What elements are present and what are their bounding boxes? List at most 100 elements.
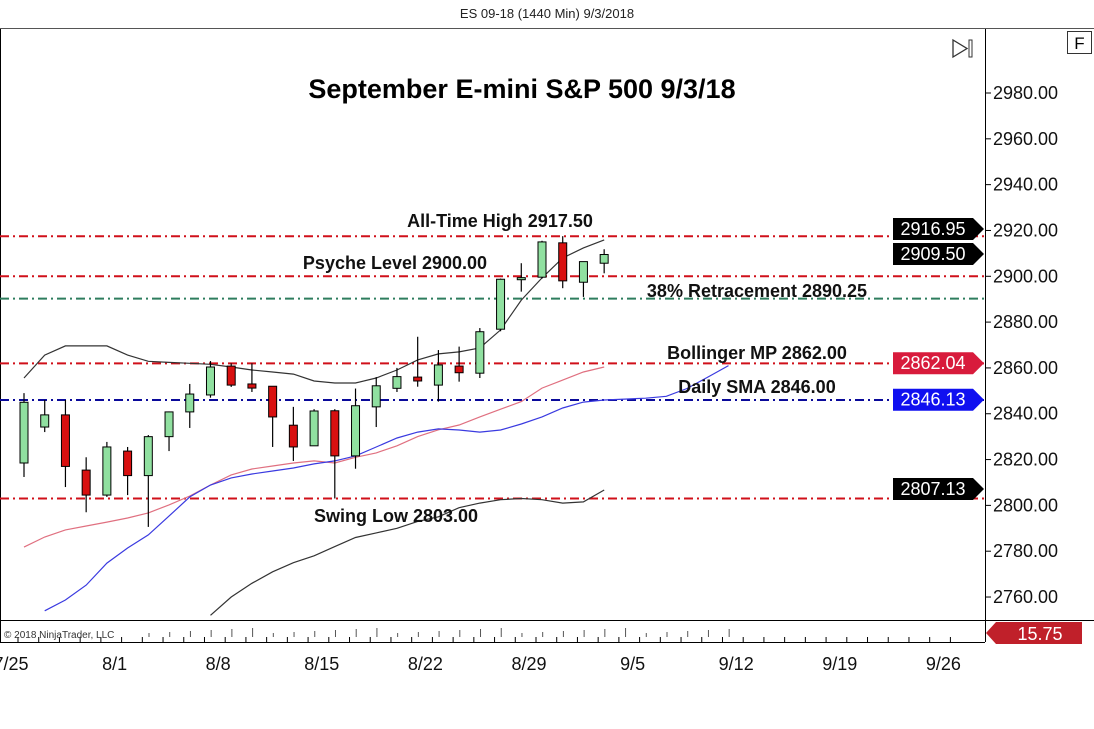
- candle-body: [81, 469, 91, 496]
- price-tag: 2846.13: [893, 388, 984, 411]
- f-button[interactable]: F: [1067, 31, 1092, 54]
- candle: [81, 457, 91, 513]
- y-tick-label: 2960.00: [993, 129, 1058, 149]
- x-tick-label: 8/1: [102, 654, 127, 674]
- candle: [496, 278, 506, 332]
- candle-body: [288, 424, 298, 448]
- candle-body: [40, 414, 50, 428]
- y-tick-label: 2840.00: [993, 404, 1058, 424]
- candle-body: [413, 376, 423, 382]
- x-tick-label: 9/26: [926, 654, 961, 674]
- candle: [288, 406, 298, 461]
- indicator-line: [210, 489, 605, 616]
- candle: [205, 361, 215, 398]
- price-tag: 2862.04: [893, 352, 984, 375]
- price-tag-shape: [893, 243, 984, 265]
- price-tag-shape: [986, 622, 1082, 644]
- x-tick-label: 8/8: [206, 654, 231, 674]
- price-tag-shape: [893, 478, 984, 501]
- price-tag-shape: [893, 388, 984, 411]
- y-tick-label: 2980.00: [993, 83, 1058, 103]
- candle: [537, 240, 547, 279]
- candle-body: [19, 401, 29, 464]
- candle-body: [309, 410, 319, 447]
- y-tick-label: 2920.00: [993, 220, 1058, 240]
- level-label: Bollinger MP 2862.00: [667, 343, 847, 363]
- y-tick-label: 2900.00: [993, 266, 1058, 286]
- indicator-line: [44, 365, 729, 612]
- candle-body: [392, 376, 402, 389]
- candle-body: [102, 446, 112, 496]
- candle-body: [537, 241, 547, 278]
- y-tick-label: 2780.00: [993, 541, 1058, 561]
- level-label: All-Time High 2917.50: [407, 211, 593, 231]
- candle: [143, 435, 153, 527]
- y-tick-label: 2940.00: [993, 175, 1058, 195]
- x-tick-label: 7/25: [0, 654, 29, 674]
- candle: [330, 409, 340, 499]
- x-tick-label: 8/29: [511, 654, 546, 674]
- price-tag: 2807.13: [893, 478, 984, 501]
- y-tick-label: 2760.00: [993, 587, 1058, 607]
- candle: [226, 363, 236, 387]
- candle: [40, 399, 50, 433]
- x-tick-label: 8/22: [408, 654, 443, 674]
- candle-body: [164, 411, 174, 438]
- price-tag-label: 2862.04: [900, 353, 965, 373]
- candle: [371, 377, 381, 428]
- level-label: 38% Retracement 2890.25: [647, 281, 867, 301]
- x-tick-label: 8/15: [304, 654, 339, 674]
- candle: [413, 336, 423, 387]
- candle-body: [351, 405, 361, 457]
- price-tag-label: 2846.13: [900, 390, 965, 410]
- candle: [558, 236, 568, 289]
- y-tick-label: 2820.00: [993, 450, 1058, 470]
- x-tick-label: 9/19: [822, 654, 857, 674]
- candle-body: [516, 277, 526, 281]
- x-tick-label: 9/5: [620, 654, 645, 674]
- level-label: Swing Low 2803.00: [314, 506, 478, 526]
- candle-body: [247, 383, 257, 389]
- candle: [19, 393, 29, 477]
- candle-body: [143, 436, 153, 477]
- candle-body: [433, 364, 443, 386]
- candle-body: [330, 410, 340, 457]
- candle-body: [60, 414, 70, 467]
- candle: [433, 350, 443, 402]
- price-tag: 15.75: [986, 622, 1082, 644]
- level-label: Daily SMA 2846.00: [678, 377, 835, 397]
- candle: [599, 249, 609, 274]
- skip-to-end-icon[interactable]: [952, 38, 973, 59]
- price-tag-label: 2807.13: [900, 479, 965, 499]
- candle-body: [599, 254, 609, 264]
- candle-body: [558, 242, 568, 282]
- price-tag: 2909.50: [893, 243, 984, 265]
- y-tick-label: 2880.00: [993, 312, 1058, 332]
- candle: [475, 328, 485, 379]
- y-tick-label: 2800.00: [993, 495, 1058, 515]
- y-tick-label: 2860.00: [993, 358, 1058, 378]
- candle: [268, 385, 278, 447]
- chart-title: September E-mini S&P 500 9/3/18: [308, 74, 735, 104]
- candle-body: [226, 365, 236, 386]
- candle-body: [268, 385, 278, 418]
- candle: [164, 411, 174, 452]
- candle: [309, 409, 319, 447]
- candle-body: [578, 261, 588, 283]
- copyright: © 2018 NinjaTrader, LLC: [4, 630, 114, 641]
- candle: [516, 263, 526, 292]
- candle: [102, 441, 112, 497]
- price-tag-shape: [893, 218, 984, 240]
- candle: [392, 367, 402, 392]
- candle-body: [185, 393, 195, 413]
- candle: [123, 446, 133, 496]
- svg-text:F: F: [1074, 34, 1084, 53]
- window-title: ES 09-18 (1440 Min) 9/3/2018: [459, 6, 635, 21]
- price-tag: 2916.95: [893, 218, 984, 240]
- candle: [454, 346, 464, 382]
- candle-body: [205, 366, 215, 396]
- candle: [60, 399, 70, 488]
- price-tag-shape: [893, 352, 984, 375]
- candle-body: [496, 278, 506, 330]
